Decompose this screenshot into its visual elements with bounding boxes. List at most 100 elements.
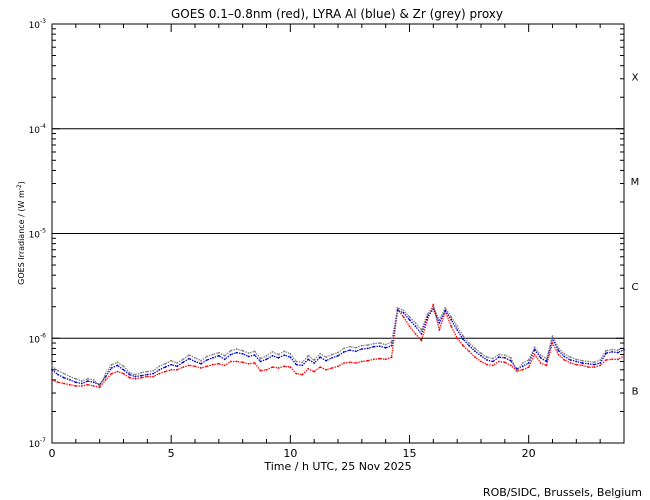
data-point [575,360,578,363]
y-axis-label-text: GOES Irradiance / (W m [17,190,26,285]
data-point [182,361,185,364]
y-tick-exponent: -7 [40,437,46,444]
data-point [194,360,196,363]
data-point [170,363,173,366]
data-point [462,344,464,347]
y-tick-exponent: -3 [40,18,46,25]
data-point [253,354,256,356]
data-point [74,381,77,384]
data-point [212,356,214,359]
data-point [277,353,280,356]
data-point [593,361,596,364]
data-point [86,383,89,386]
data-point [69,379,71,381]
data-point [498,356,500,359]
data-point [146,375,149,378]
data-point [200,367,202,369]
flare-class-label: C [632,282,639,293]
data-point [217,354,220,357]
data-point [128,376,131,379]
data-point [110,363,113,366]
data-point [200,359,202,362]
data-point [212,353,214,356]
data-point [360,344,363,347]
data-point [331,356,333,359]
data-point [468,350,470,353]
data-point [450,318,453,321]
data-point [152,369,155,372]
data-point [372,342,375,345]
data-point [599,364,602,367]
data-point [206,365,208,368]
data-point [444,307,447,309]
y-tick-base: 10 [29,126,41,136]
data-point [366,344,369,346]
data-point [355,346,357,349]
data-point [486,356,488,359]
data-point [110,367,113,369]
data-point [164,362,167,365]
data-point [164,370,167,373]
data-point [545,364,548,367]
data-point [408,318,411,321]
data-point [617,349,619,351]
data-point [599,362,602,364]
data-point [605,359,607,361]
data-point [63,382,65,385]
x-axis-label: Time / h UTC, 25 Nov 2025 [263,460,411,473]
data-point [104,372,107,375]
data-point [581,362,584,364]
data-point [158,368,161,371]
data-point [253,350,256,353]
data-point [509,364,512,367]
data-point [128,371,131,374]
data-point [420,333,423,335]
data-point [623,348,625,351]
data-point [182,358,185,361]
data-point [390,341,393,343]
data-point [283,350,286,353]
data-point [325,368,327,371]
data-point [557,347,560,350]
data-point [617,358,619,361]
data-point [98,386,101,389]
data-point [182,366,185,368]
data-point [259,360,262,363]
data-point [325,356,327,359]
data-point [408,316,411,318]
data-point [414,325,417,328]
data-point [289,352,292,355]
data-point [235,360,238,363]
data-point [521,365,524,368]
data-point [521,362,524,364]
data-point [307,358,310,361]
data-point [247,352,250,355]
data-point [229,349,232,352]
data-point [539,356,542,359]
series-points [51,305,625,387]
data-point [349,349,351,351]
data-point [271,354,274,357]
data-point [355,350,357,353]
data-point [295,372,298,375]
data-point [611,348,613,351]
data-point [241,352,244,355]
data-point [533,346,536,349]
data-point [462,335,464,337]
data-point [247,355,250,358]
flare-class-lines [52,128,624,339]
data-point [319,356,321,359]
data-point [360,360,363,363]
y-axis-label: GOES Irradiance / (W m-2) [16,181,26,285]
y-tick-label: 10-7 [29,437,47,450]
data-point [563,359,566,361]
data-point [438,318,441,321]
data-point [122,365,125,368]
chart-title: GOES 0.1–0.8nm (red), LYRA Al (blue) & Z… [171,7,503,21]
data-point [402,316,405,318]
data-point [301,361,304,364]
flare-class-label: X [632,72,639,83]
data-point [98,385,101,387]
flare-class-label: M [631,177,640,188]
